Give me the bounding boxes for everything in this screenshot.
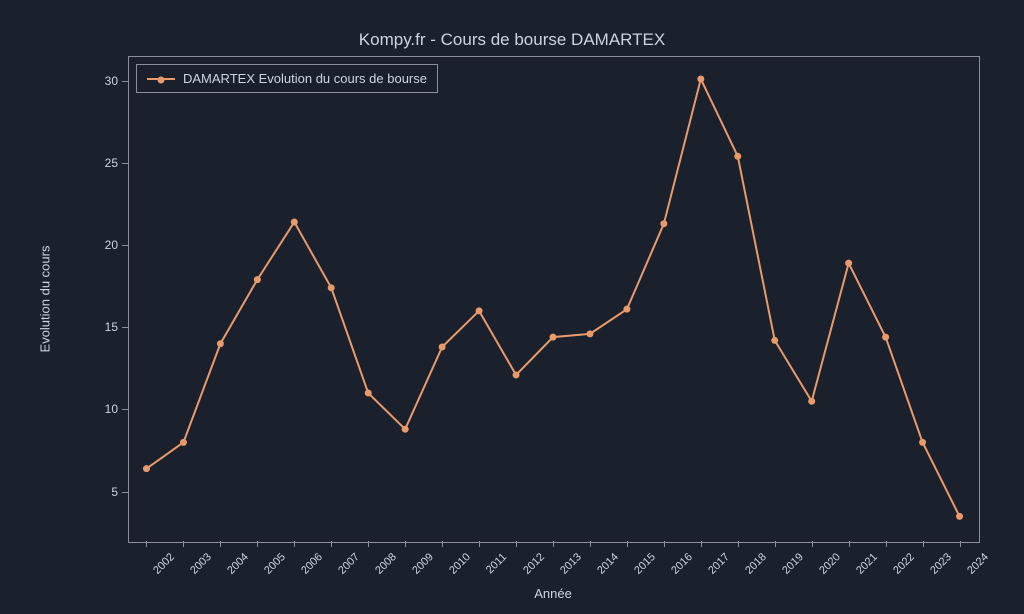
legend-line-icon (147, 78, 175, 80)
y-tick-label: 20 (90, 238, 118, 252)
legend: DAMARTEX Evolution du cours de bourse (136, 64, 438, 93)
y-tick-label: 25 (90, 156, 118, 170)
y-tick-label: 10 (90, 402, 118, 416)
x-axis-label: Année (534, 586, 572, 601)
y-tick-label: 5 (90, 485, 118, 499)
legend-marker-icon (158, 76, 165, 83)
y-tick-label: 30 (90, 74, 118, 88)
legend-label: DAMARTEX Evolution du cours de bourse (183, 71, 427, 86)
y-tick-label: 15 (90, 320, 118, 334)
chart-container: Kompy.fr - Cours de bourse DAMARTEX 5101… (0, 0, 1024, 614)
y-axis-label: Evolution du cours (38, 245, 53, 352)
